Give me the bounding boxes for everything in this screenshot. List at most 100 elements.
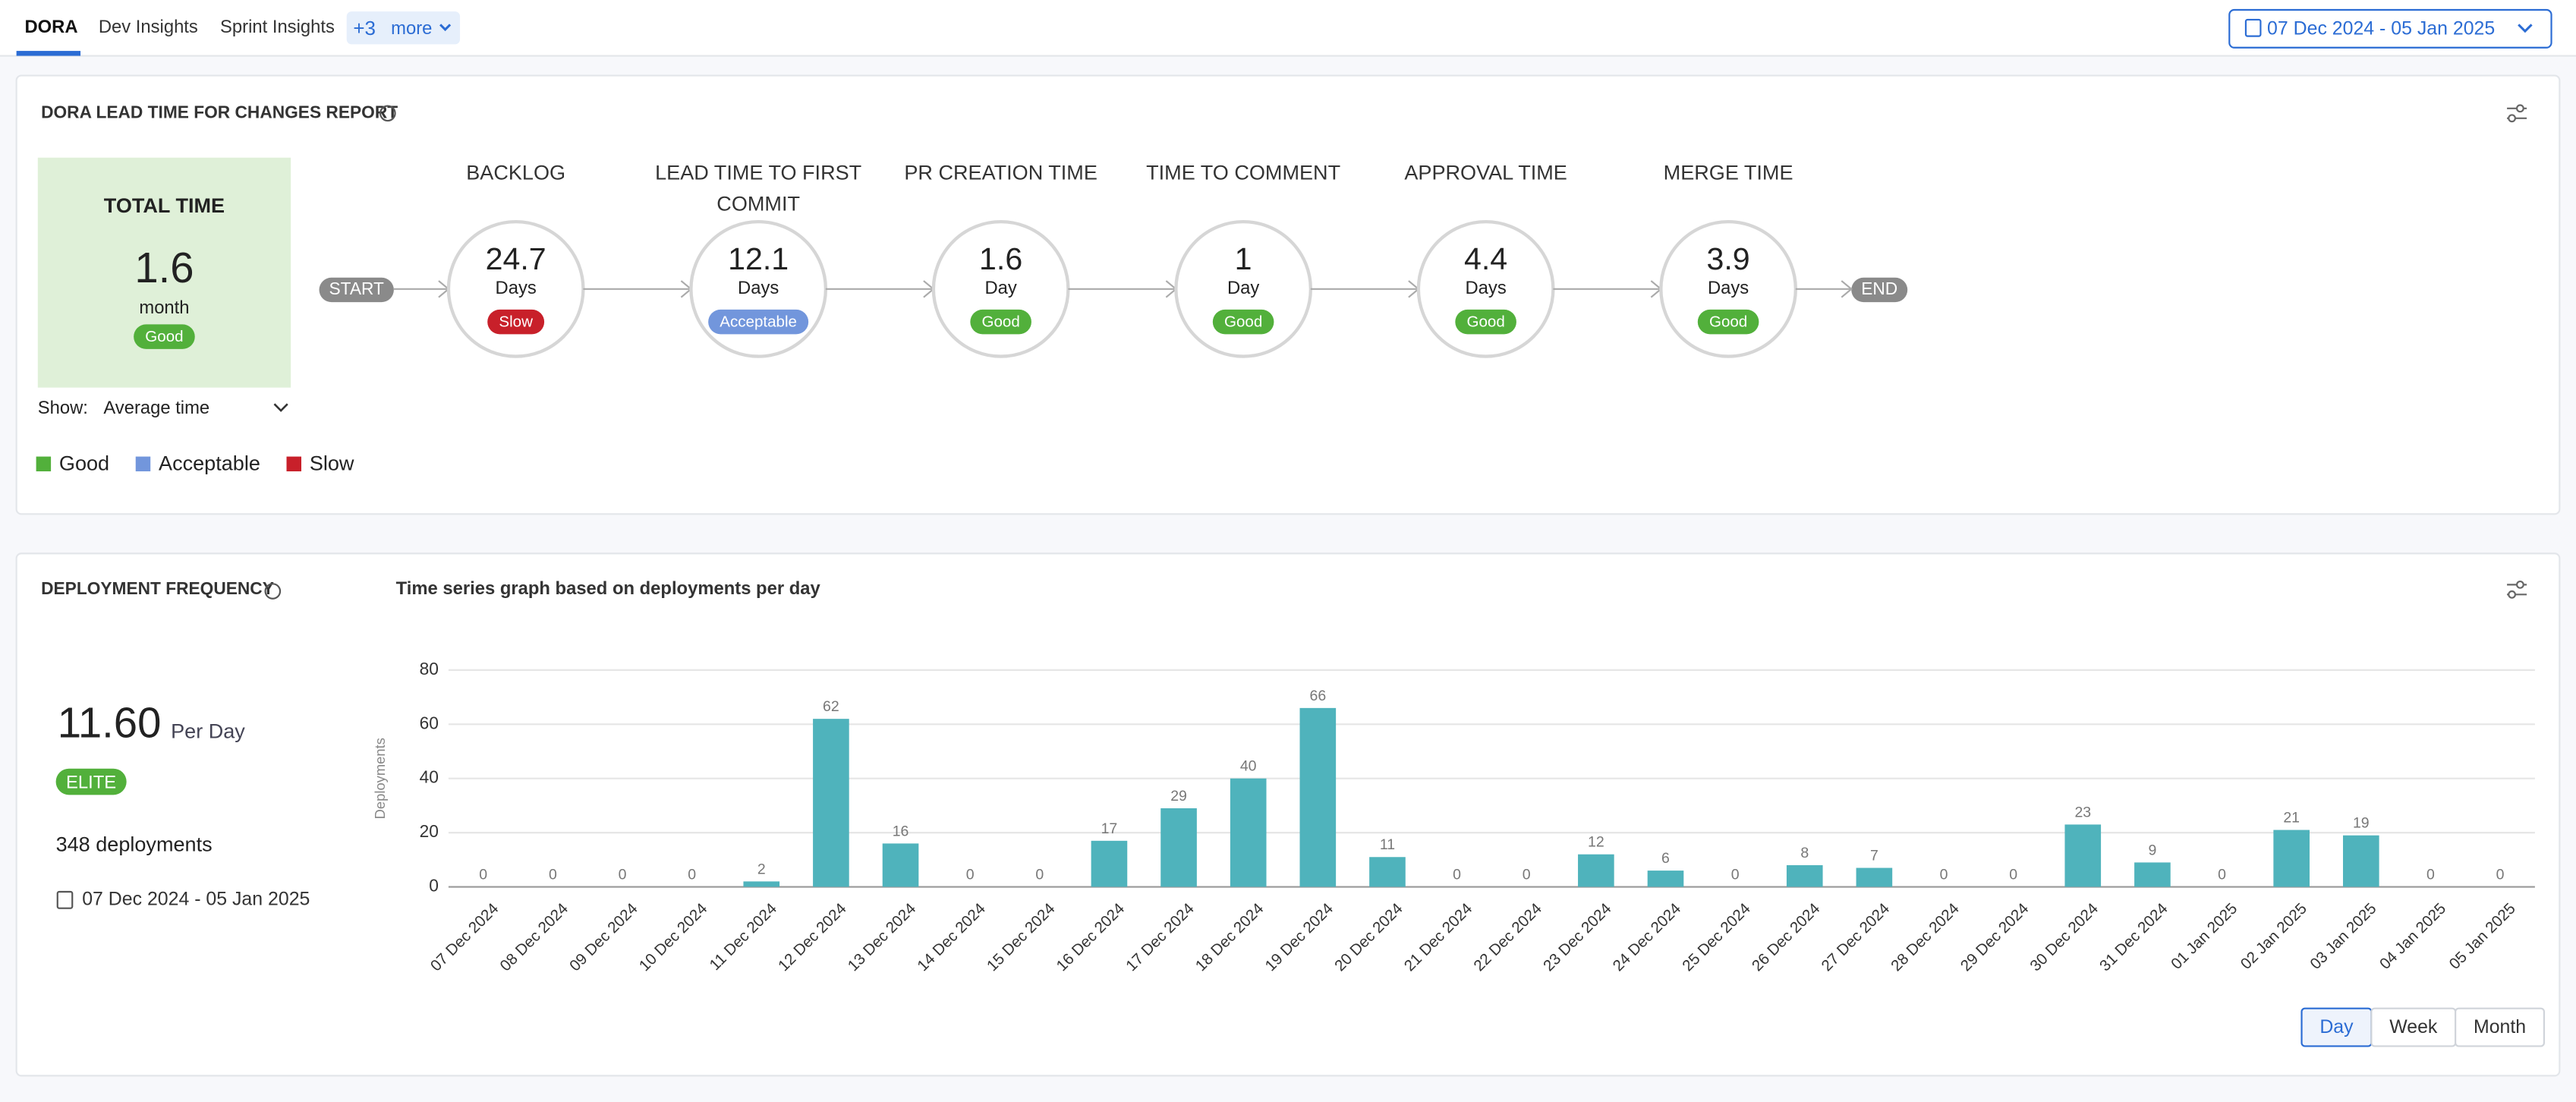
- stage-name: MERGE TIME: [1664, 162, 1793, 184]
- granularity-label: Month: [2474, 1016, 2526, 1037]
- legend-label: Slow: [310, 452, 354, 475]
- pipeline-end: [1851, 277, 1908, 303]
- arrow-head: [1841, 280, 1853, 298]
- stage-value: 1.6: [979, 241, 1022, 276]
- value-label: 12: [1588, 834, 1604, 851]
- status-badge: [1455, 309, 1516, 335]
- stage-value: 3.9: [1707, 241, 1750, 276]
- stage-name: PR CREATION TIME: [904, 162, 1097, 184]
- value-label: 0: [549, 867, 557, 883]
- stage-name: APPROVAL TIME: [1404, 162, 1567, 184]
- value-label: 0: [1731, 867, 1740, 883]
- value-label: 23: [2074, 804, 2091, 820]
- value-label: 0: [1523, 867, 1531, 883]
- value-label: 66: [1309, 688, 1326, 704]
- bar: [1230, 778, 1267, 887]
- stage-unit: Day: [984, 278, 1016, 298]
- calendar-icon: [56, 890, 74, 909]
- status-badge: [1212, 309, 1274, 335]
- legend-swatch: [286, 456, 302, 472]
- stage-name: BACKLOG: [466, 162, 565, 184]
- value-label: 0: [966, 867, 975, 883]
- status-badge-text: Slow: [499, 313, 533, 331]
- deployment-card: [15, 553, 2561, 1077]
- granularity-button[interactable]: [2455, 1007, 2546, 1047]
- tab[interactable]: Sprint Insights: [220, 17, 335, 37]
- bar: [1091, 840, 1128, 887]
- status-badge-text: Good: [145, 328, 183, 345]
- value-label: 2: [757, 861, 766, 877]
- value-label: 21: [2283, 810, 2300, 826]
- card-title: DORA LEAD TIME FOR CHANGES REPORT: [41, 102, 398, 121]
- value-label: 0: [688, 867, 696, 883]
- bar: [813, 719, 849, 887]
- status-badge-text: Good: [1466, 313, 1504, 331]
- value-label: 7: [1870, 848, 1878, 864]
- info-icon[interactable]: [264, 583, 282, 600]
- status-badge: [1697, 309, 1759, 335]
- value-label: 0: [1453, 867, 1461, 883]
- bar: [2273, 830, 2310, 887]
- stage-name: LEAD TIME TO FIRST COMMIT: [655, 162, 861, 216]
- value-label: 19: [2353, 815, 2370, 832]
- settings-icon[interactable]: [2507, 580, 2527, 599]
- tab-underline: [16, 51, 81, 56]
- status-badge: [487, 309, 545, 335]
- status-badge-text: Good: [1224, 313, 1262, 331]
- stage-unit: Day: [1227, 278, 1259, 298]
- bar: [1786, 864, 1823, 887]
- y-tick-label: 60: [420, 713, 439, 732]
- info-icon[interactable]: [379, 105, 396, 122]
- status-badge-text: Good: [1709, 313, 1747, 331]
- date-range: 07 Dec 2024 - 05 Jan 2025: [2267, 18, 2495, 39]
- settings-icon[interactable]: [2507, 104, 2527, 123]
- value-label: 40: [1240, 758, 1257, 775]
- calendar-icon: [2244, 18, 2262, 37]
- bar: [1369, 857, 1406, 887]
- stage-name: TIME TO COMMENT: [1146, 162, 1340, 184]
- stage-value: 1: [1235, 241, 1252, 276]
- bar: [882, 843, 919, 887]
- granularity-label: Week: [2389, 1016, 2438, 1037]
- y-tick-label: 20: [420, 821, 439, 841]
- value-label: 11: [1380, 836, 1395, 853]
- value-label: 0: [1940, 867, 1948, 883]
- date-picker[interactable]: [2228, 8, 2552, 49]
- card-title: DEPLOYMENT FREQUENCY: [41, 578, 274, 598]
- bar: [2342, 835, 2379, 887]
- value-label: 8: [1800, 845, 1809, 861]
- bar: [2134, 862, 2171, 887]
- level-text: ELITE: [66, 772, 116, 792]
- frequency-value: 11.60: [58, 698, 162, 746]
- y-tick-label: 0: [429, 876, 439, 896]
- value-label: 17: [1101, 820, 1118, 837]
- stage-unit: Days: [738, 278, 779, 298]
- bar: [1299, 707, 1337, 887]
- y-tick-label: 80: [420, 659, 439, 679]
- stage-value: 4.4: [1464, 241, 1507, 276]
- status-badge: [134, 324, 195, 349]
- value-label: 9: [2148, 842, 2156, 858]
- deployment-date-range: 07 Dec 2024 - 05 Jan 2025: [82, 888, 310, 909]
- more-label: more: [391, 18, 432, 39]
- chevron: [273, 403, 288, 412]
- deployment-total: 348 deployments: [56, 833, 213, 856]
- value-label: 0: [2496, 867, 2505, 883]
- status-badge-text: Acceptable: [720, 313, 797, 331]
- legend-swatch: [36, 456, 52, 472]
- pipeline-end-text: END: [1861, 279, 1897, 298]
- granularity-label: Day: [2319, 1016, 2354, 1037]
- chart-title: Time series graph based on deployments p…: [396, 578, 821, 599]
- tab[interactable]: DORA: [24, 17, 77, 37]
- bar: [2064, 824, 2102, 887]
- status-badge: [970, 309, 1031, 335]
- value-label: 62: [823, 698, 839, 715]
- more-tabs[interactable]: [346, 11, 461, 45]
- total-label: TOTAL TIME: [104, 194, 225, 217]
- pipeline-end: [319, 277, 394, 303]
- tab[interactable]: Dev Insights: [99, 17, 198, 37]
- value-label: 0: [1035, 867, 1044, 883]
- value-label: 16: [893, 823, 909, 839]
- show-select[interactable]: Average time: [103, 398, 209, 418]
